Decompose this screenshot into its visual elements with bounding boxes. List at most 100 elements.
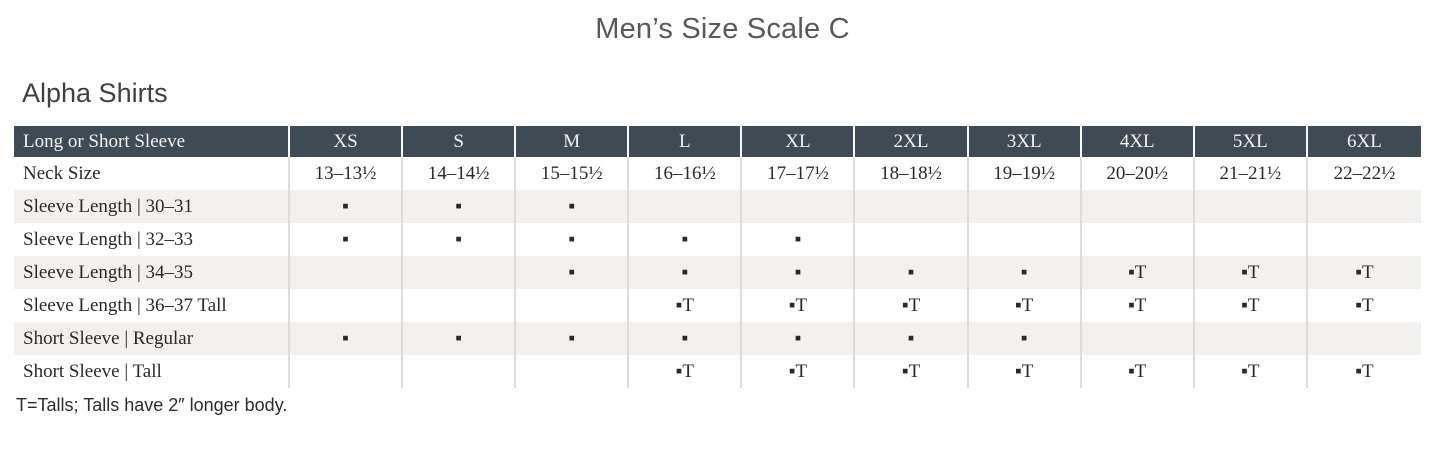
neck-size-value: 18–18½	[855, 157, 969, 190]
availability-mark	[403, 289, 517, 322]
availability-mark: ▪	[969, 256, 1082, 289]
availability-mark	[516, 355, 630, 388]
availability-mark: ▪T	[855, 289, 969, 322]
availability-mark	[290, 256, 404, 289]
row-label: Sleeve Length | 34–35	[14, 256, 290, 289]
neck-size-value: 13–13½	[290, 157, 404, 190]
availability-mark: ▪T	[1355, 360, 1374, 382]
neck-size-value: 16–16½	[629, 157, 743, 190]
section-heading: Alpha Shirts	[22, 78, 168, 108]
availability-mark	[1195, 190, 1308, 223]
availability-mark	[516, 289, 630, 322]
column-header-s: S	[403, 126, 517, 157]
neck-size-value: 21–21½	[1195, 157, 1308, 190]
row-label: Neck Size	[14, 157, 290, 190]
availability-mark: ▪	[969, 322, 1082, 355]
availability-mark	[629, 190, 743, 223]
availability-mark: ▪	[629, 223, 743, 256]
availability-mark: ▪	[403, 190, 517, 223]
availability-mark: ▪T	[1195, 355, 1308, 388]
availability-mark: ▪T	[1355, 294, 1374, 316]
availability-mark: ▪	[742, 223, 856, 256]
table-row-sleeve-32-33: Sleeve Length | 32–33 ▪ ▪ ▪ ▪ ▪	[14, 223, 1421, 256]
table-row-short-sleeve-regular: Short Sleeve | Regular ▪ ▪ ▪ ▪ ▪ ▪ ▪	[14, 322, 1421, 355]
availability-mark	[290, 355, 404, 388]
neck-size-value: 17–17½	[742, 157, 856, 190]
availability-mark	[1082, 190, 1195, 223]
size-chart-table: Long or Short Sleeve XS S M L XL 2XL 3XL…	[14, 126, 1421, 388]
availability-mark: ▪T	[742, 289, 856, 322]
table-row-neck-size: Neck Size 13–13½ 14–14½ 15–15½ 16–16½ 17…	[14, 157, 1421, 190]
availability-mark: ▪	[516, 322, 630, 355]
availability-mark	[969, 190, 1082, 223]
availability-mark: ▪	[403, 223, 517, 256]
availability-mark: ▪T	[969, 355, 1082, 388]
column-header-4xl: 4XL	[1082, 126, 1195, 157]
availability-mark: ▪T	[969, 289, 1082, 322]
column-header-2xl: 2XL	[855, 126, 969, 157]
availability-mark: ▪T	[1082, 256, 1195, 289]
table-row-short-sleeve-tall: Short Sleeve | Tall ▪T ▪T ▪T ▪T ▪T ▪T ▪T	[14, 355, 1421, 388]
row-label: Short Sleeve | Tall	[14, 355, 290, 388]
availability-mark	[1082, 322, 1195, 355]
availability-mark: ▪	[516, 223, 630, 256]
column-header-sleeve-type: Long or Short Sleeve	[14, 126, 290, 157]
neck-size-value: 19–19½	[969, 157, 1082, 190]
availability-mark: ▪T	[1195, 289, 1308, 322]
row-label: Short Sleeve | Regular	[14, 322, 290, 355]
availability-mark: ▪	[290, 223, 404, 256]
page-title: Men’s Size Scale C	[595, 13, 850, 45]
column-header-3xl: 3XL	[969, 126, 1082, 157]
availability-mark	[403, 256, 517, 289]
availability-mark: ▪	[629, 256, 743, 289]
availability-mark: ▪T	[629, 355, 743, 388]
row-label: Sleeve Length | 30–31	[14, 190, 290, 223]
table-row-sleeve-36-37-tall: Sleeve Length | 36–37 Tall ▪T ▪T ▪T ▪T ▪…	[14, 289, 1421, 322]
availability-mark	[403, 355, 517, 388]
neck-size-value: 22–22½	[1333, 162, 1396, 184]
availability-mark: ▪	[742, 256, 856, 289]
availability-mark: ▪T	[1082, 355, 1195, 388]
availability-mark: ▪T	[1082, 289, 1195, 322]
table-row-sleeve-30-31: Sleeve Length | 30–31 ▪ ▪ ▪	[14, 190, 1421, 223]
availability-mark: ▪T	[1195, 256, 1308, 289]
availability-mark	[1195, 223, 1308, 256]
row-label: Sleeve Length | 36–37 Tall	[14, 289, 290, 322]
column-header-xl: XL	[742, 126, 856, 157]
table-row-sleeve-34-35: Sleeve Length | 34–35 ▪ ▪ ▪ ▪ ▪ ▪T ▪T ▪T	[14, 256, 1421, 289]
column-header-5xl: 5XL	[1195, 126, 1308, 157]
availability-mark	[855, 223, 969, 256]
availability-mark	[742, 190, 856, 223]
availability-mark: ▪	[403, 322, 517, 355]
availability-mark	[1082, 223, 1195, 256]
availability-mark: ▪T	[742, 355, 856, 388]
availability-mark: ▪	[855, 256, 969, 289]
availability-mark	[855, 190, 969, 223]
table-header-row: Long or Short Sleeve XS S M L XL 2XL 3XL…	[14, 126, 1421, 157]
availability-mark: ▪	[290, 322, 404, 355]
availability-mark	[1308, 223, 1421, 256]
availability-mark	[290, 289, 404, 322]
column-header-6xl: 6XL	[1347, 130, 1382, 152]
row-label: Sleeve Length | 32–33	[14, 223, 290, 256]
availability-mark: ▪	[629, 322, 743, 355]
neck-size-value: 20–20½	[1082, 157, 1195, 190]
availability-mark: ▪T	[629, 289, 743, 322]
availability-mark: ▪	[855, 322, 969, 355]
availability-mark	[969, 223, 1082, 256]
availability-mark	[1308, 322, 1421, 355]
availability-mark: ▪T	[1355, 261, 1374, 283]
availability-mark: ▪T	[855, 355, 969, 388]
column-header-l: L	[629, 126, 743, 157]
availability-mark: ▪	[290, 190, 404, 223]
availability-mark: ▪	[516, 256, 630, 289]
neck-size-value: 15–15½	[516, 157, 630, 190]
column-header-m: M	[516, 126, 630, 157]
footnote: T=Talls; Talls have 2″ longer body.	[16, 395, 288, 415]
neck-size-value: 14–14½	[403, 157, 517, 190]
availability-mark: ▪	[742, 322, 856, 355]
column-header-xs: XS	[290, 126, 404, 157]
availability-mark	[1195, 322, 1308, 355]
availability-mark	[1308, 190, 1421, 223]
availability-mark: ▪	[516, 190, 630, 223]
